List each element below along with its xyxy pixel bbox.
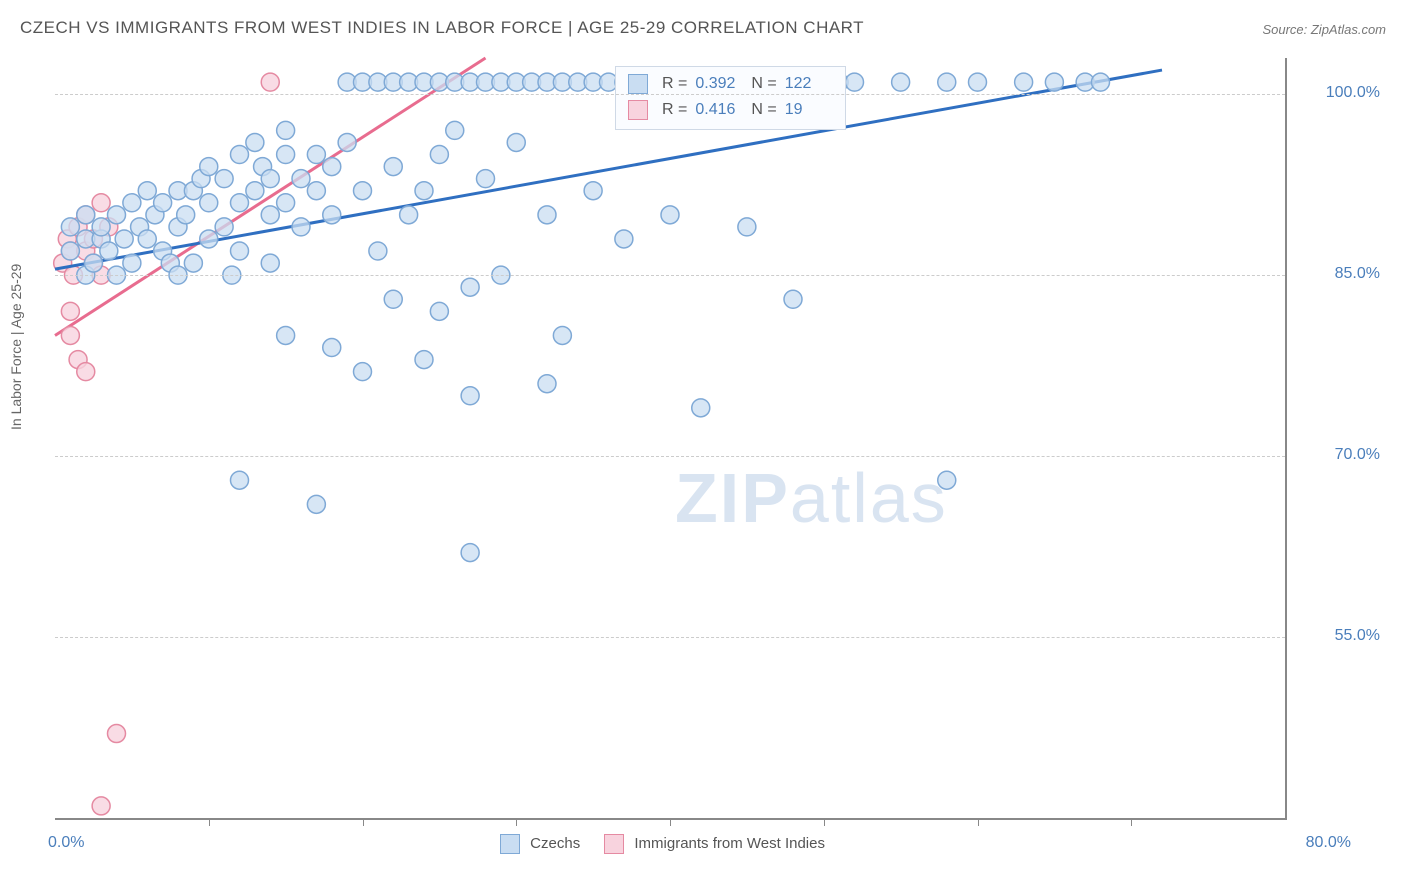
x-tick-mark (670, 818, 671, 826)
swatch-wi-icon (604, 834, 624, 854)
chart-plot-area: ZIPatlas R =0.392 N =122 R =0.416 N =19 … (55, 58, 1287, 820)
stats-row-czech: R =0.392 N =122 (628, 71, 833, 97)
gridline (55, 94, 1285, 95)
chart-title: CZECH VS IMMIGRANTS FROM WEST INDIES IN … (20, 18, 864, 38)
stats-row-wi: R =0.416 N =19 (628, 97, 833, 123)
source-label: Source: ZipAtlas.com (1262, 22, 1386, 37)
x-tick-mark (824, 818, 825, 826)
stats-box: R =0.392 N =122 R =0.416 N =19 (615, 66, 846, 130)
x-tick-mark (363, 818, 364, 826)
x-tick-mark (1131, 818, 1132, 826)
scatter-svg (55, 58, 1285, 818)
y-tick-label: 70.0% (1295, 446, 1380, 464)
y-tick-label: 55.0% (1295, 627, 1380, 645)
x-tick-mark (516, 818, 517, 826)
gridline (55, 275, 1285, 276)
swatch-czech-icon (500, 834, 520, 854)
legend-item-wi: Immigrants from West Indies (604, 834, 825, 854)
y-tick-label: 100.0% (1295, 84, 1380, 102)
y-tick-label: 85.0% (1295, 265, 1380, 283)
swatch-czech-icon (628, 74, 648, 94)
x-tick-mark (209, 818, 210, 826)
gridline (55, 637, 1285, 638)
x-axis-max-label: 80.0% (1306, 834, 1351, 852)
x-tick-mark (978, 818, 979, 826)
x-axis-origin-label: 0.0% (48, 834, 84, 852)
swatch-wi-icon (628, 100, 648, 120)
y-axis-label: In Labor Force | Age 25-29 (8, 264, 24, 430)
gridline (55, 456, 1285, 457)
legend: Czechs Immigrants from West Indies (500, 834, 825, 854)
legend-item-czech: Czechs (500, 834, 580, 854)
